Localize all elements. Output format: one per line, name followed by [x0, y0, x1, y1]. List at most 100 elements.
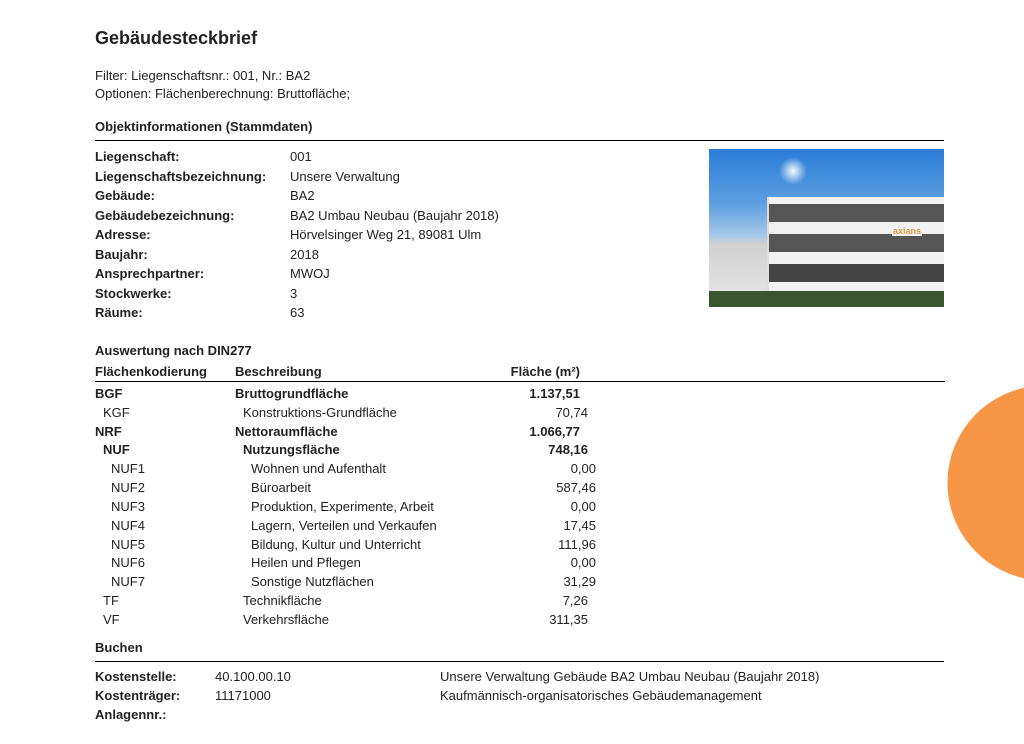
cell-desc: Sonstige Nutzflächen [251, 573, 486, 592]
cell-desc: Wohnen und Aufenthalt [251, 460, 486, 479]
cell-code: KGF [95, 404, 243, 423]
cell-code: NUF1 [95, 460, 251, 479]
info-label: Stockwerke: [95, 284, 290, 304]
table-row: NUF2Büroarbeit587,46 [95, 479, 945, 498]
cell-code: NUF5 [95, 536, 251, 555]
cell-area: 748,16 [478, 441, 598, 460]
table-row: NUF1Wohnen und Aufenthalt0,00 [95, 460, 945, 479]
pie-chart [945, 383, 1024, 583]
cell-desc: Produktion, Experimente, Arbeit [251, 498, 486, 517]
info-label: Adresse: [95, 225, 290, 245]
cell-code: NUF7 [95, 573, 251, 592]
buchen-label: Kostenträger: [95, 687, 215, 706]
options-line: Optionen: Flächenberechnung: Bruttofläch… [95, 85, 944, 103]
cell-code: TF [95, 592, 243, 611]
object-info-block: Liegenschaft:001 Liegenschaftsbezeichnun… [95, 147, 944, 323]
info-value: 3 [290, 284, 297, 304]
table-row: NUF7Sonstige Nutzflächen31,29 [95, 573, 945, 592]
info-label: Räume: [95, 303, 290, 323]
cell-area: 587,46 [486, 479, 606, 498]
col-header-code: Flächenkodierung [95, 364, 235, 379]
buchen-row: Kostenstelle: 40.100.00.10 Unsere Verwal… [95, 668, 944, 687]
table-row: BGFBruttogrundfläche1.137,51 [95, 385, 945, 404]
buchen-label: Anlagennr.: [95, 706, 215, 725]
cell-desc: Büroarbeit [251, 479, 486, 498]
cell-desc: Nutzungsfläche [243, 441, 478, 460]
cell-code: NUF2 [95, 479, 251, 498]
info-value: 63 [290, 303, 304, 323]
divider [95, 140, 944, 141]
table-header-row: Flächenkodierung Beschreibung Fläche (m²… [95, 364, 945, 379]
info-value: Unsere Verwaltung [290, 167, 400, 187]
cell-desc: Nettoraumfläche [235, 423, 470, 442]
table-row: NUF6Heilen und Pflegen0,00 [95, 554, 945, 573]
chart-title: Flächenstatistik [945, 364, 1024, 379]
cell-code: NUF3 [95, 498, 251, 517]
cell-area: 111,96 [486, 536, 606, 555]
info-label: Ansprechpartner: [95, 264, 290, 284]
cell-code: BGF [95, 385, 235, 404]
cell-desc: Konstruktions-Grundfläche [243, 404, 478, 423]
info-value: Hörvelsinger Weg 21, 89081 Ulm [290, 225, 481, 245]
din277-table: Flächenkodierung Beschreibung Fläche (m²… [95, 364, 945, 630]
cell-area: 0,00 [486, 554, 606, 573]
info-value: 2018 [290, 245, 319, 265]
cell-code: NUF6 [95, 554, 251, 573]
page-title: Gebäudesteckbrief [95, 28, 944, 49]
buchen-row: Anlagennr.: [95, 706, 944, 725]
cell-code: VF [95, 611, 243, 630]
table-row: NUF4Lagern, Verteilen und Verkaufen17,45 [95, 517, 945, 536]
table-row: VFVerkehrsfläche311,35 [95, 611, 945, 630]
section-heading-buchen: Buchen [95, 640, 944, 655]
cell-desc: Verkehrsfläche [243, 611, 478, 630]
cell-area: 70,74 [478, 404, 598, 423]
divider [95, 661, 944, 662]
table-row: NRFNettoraumfläche1.066,77 [95, 423, 945, 442]
cell-area: 0,00 [486, 460, 606, 479]
table-row: KGFKonstruktions-Grundfläche70,74 [95, 404, 945, 423]
buchen-value-1: 40.100.00.10 [215, 668, 440, 687]
info-label: Gebäudebezeichnung: [95, 206, 290, 226]
building-photo: axians [709, 149, 944, 307]
info-label: Gebäude: [95, 186, 290, 206]
din277-block: Flächenkodierung Beschreibung Fläche (m²… [95, 364, 944, 630]
cell-desc: Lagern, Verteilen und Verkaufen [251, 517, 486, 536]
cell-area: 17,45 [486, 517, 606, 536]
cell-desc: Bildung, Kultur und Unterricht [251, 536, 486, 555]
info-value: MWOJ [290, 264, 330, 284]
col-header-area: Fläche (m²) [470, 364, 590, 379]
cell-desc: Heilen und Pflegen [251, 554, 486, 573]
info-value: BA2 Umbau Neubau (Baujahr 2018) [290, 206, 499, 226]
section-heading-objektinfo: Objektinformationen (Stammdaten) [95, 119, 944, 134]
buchen-row: Kostenträger: 11171000 Kaufmännisch-orga… [95, 687, 944, 706]
info-value: BA2 [290, 186, 315, 206]
table-row: TFTechnikfläche7,26 [95, 592, 945, 611]
buchen-value-2: Kaufmännisch-organisatorisches Gebäudema… [440, 687, 944, 706]
divider [95, 381, 945, 382]
cell-code: NUF [95, 441, 243, 460]
cell-desc: Bruttogrundfläche [235, 385, 470, 404]
cell-area: 7,26 [478, 592, 598, 611]
info-label: Baujahr: [95, 245, 290, 265]
buchen-label: Kostenstelle: [95, 668, 215, 687]
buchen-value-1: 11171000 [215, 687, 440, 706]
cell-code: NRF [95, 423, 235, 442]
cell-area: 1.066,77 [470, 423, 590, 442]
cell-area: 311,35 [478, 611, 598, 630]
building-logo: axians [892, 226, 922, 236]
cell-desc: Technikfläche [243, 592, 478, 611]
cell-code: NUF4 [95, 517, 251, 536]
col-header-desc: Beschreibung [235, 364, 470, 379]
table-row: NUF3Produktion, Experimente, Arbeit0,00 [95, 498, 945, 517]
section-heading-din277: Auswertung nach DIN277 [95, 343, 944, 358]
table-row: NUFNutzungsfläche748,16 [95, 441, 945, 460]
filter-line: Filter: Liegenschaftsnr.: 001, Nr.: BA2 [95, 67, 944, 85]
chart-column: Flächenstatistik NUF1NUF2NUF3NUF4NUF5NUF… [945, 364, 1024, 583]
table-row: NUF5Bildung, Kultur und Unterricht111,96 [95, 536, 945, 555]
pie-slice [947, 385, 1024, 581]
cell-area: 1.137,51 [470, 385, 590, 404]
info-value: 001 [290, 147, 312, 167]
info-label: Liegenschaft: [95, 147, 290, 167]
cell-area: 31,29 [486, 573, 606, 592]
info-label: Liegenschaftsbezeichnung: [95, 167, 290, 187]
